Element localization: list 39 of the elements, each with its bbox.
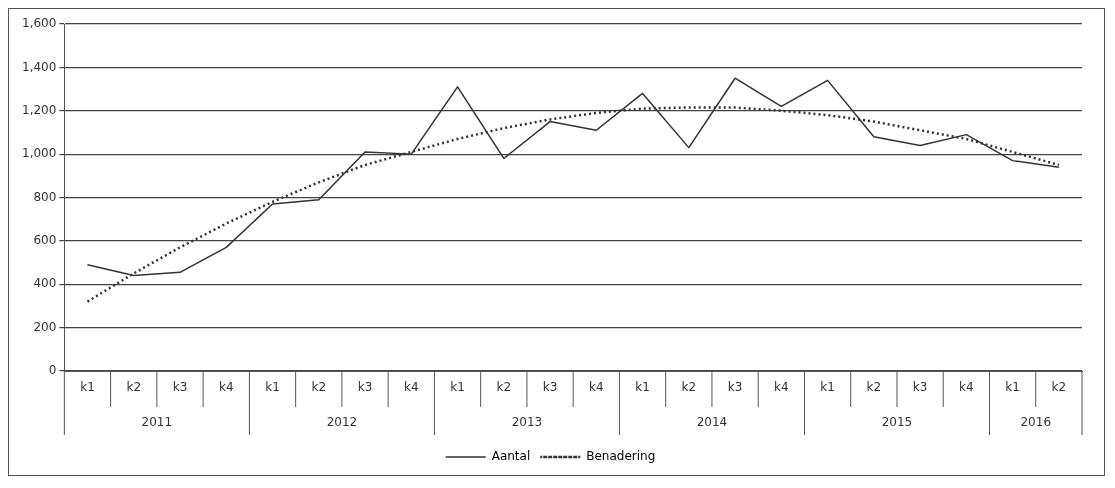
legend-label: Aantal: [491, 449, 531, 464]
text: 2014: [696, 415, 728, 430]
text: 2015: [881, 415, 913, 430]
x-tick-label: k2: [866, 380, 882, 395]
x-tick-label: k1: [265, 380, 280, 395]
x-tick-label: k3: [172, 380, 188, 395]
y-tick-label: 0: [48, 363, 57, 378]
y-tick-label: 1,600: [21, 16, 57, 31]
x-tick-label: k4: [403, 380, 419, 395]
x-tick-label: k1: [820, 380, 835, 395]
x-tick-label: k4: [589, 380, 604, 395]
x-tick-label: k2: [496, 380, 512, 395]
y-tick-label: 800: [33, 189, 57, 204]
text: 2016: [1020, 415, 1052, 430]
x-tick-label: k1: [450, 380, 465, 395]
y-tick-label: 200: [33, 319, 57, 334]
y-tick-label: 400: [33, 276, 57, 291]
y-tick-label: 1,400: [21, 59, 57, 74]
y-tick-label: 1,000: [21, 146, 57, 161]
text: 2013: [511, 415, 543, 430]
text: 2011: [141, 415, 173, 430]
x-tick-label: k2: [681, 380, 697, 395]
x-tick-label: k1: [1005, 380, 1020, 395]
text: 2012: [326, 415, 358, 430]
x-tick-label: k3: [912, 380, 928, 395]
x-tick-label: k4: [218, 380, 234, 395]
x-tick-label: k3: [357, 380, 373, 395]
x-tick-label: k2: [126, 380, 142, 395]
x-tick-label: k4: [774, 380, 789, 395]
x-tick-label: k3: [727, 380, 743, 395]
y-tick-label: 1,200: [21, 102, 57, 117]
x-tick-label: k1: [80, 380, 95, 395]
x-tick-label: k2: [1051, 380, 1067, 395]
y-tick-label: 600: [33, 233, 57, 247]
x-tick-label: k3: [542, 380, 558, 395]
x-tick-label: k2: [311, 380, 327, 395]
legend-label: Benadering: [586, 449, 656, 464]
x-tick-label: k4: [959, 380, 974, 395]
x-tick-label: k1: [635, 380, 650, 395]
